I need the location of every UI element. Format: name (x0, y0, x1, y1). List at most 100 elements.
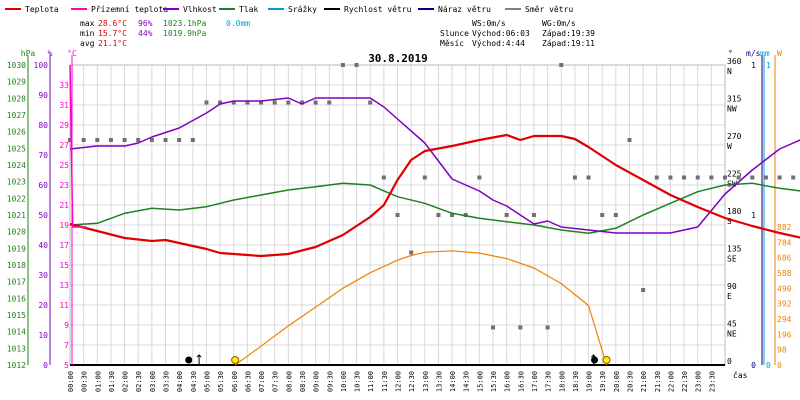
wind-direction-tick-degrees: 90 (727, 282, 737, 291)
stats-min-label: min (80, 29, 95, 38)
sunlight-tick-label: 196 (777, 330, 792, 339)
wind-direction-tick-degrees: 45 (727, 320, 737, 329)
wind-direction-point (422, 175, 427, 180)
x-tick-label: 04:00 (176, 371, 184, 392)
wind-direction-point (204, 100, 209, 105)
rain-unit: mm (760, 49, 770, 58)
wind-direction-point (409, 250, 414, 255)
wind-direction-point (559, 63, 564, 67)
x-tick-label: 10:00 (340, 371, 348, 392)
pressure-line (69, 182, 800, 235)
sunlight-tick-label: 686 (777, 254, 792, 263)
wind-direction-point (313, 100, 318, 105)
temperature-tick-label: 29 (59, 121, 69, 130)
humidity-axis-unit: % (48, 49, 53, 58)
x-tick-label: 19:00 (586, 371, 594, 392)
pressure-tick-label: 1017 (7, 278, 26, 287)
wind-direction-point (723, 175, 727, 180)
stats-temp-min: 15.7°C (98, 29, 127, 38)
x-tick-label: 12:30 (408, 371, 416, 392)
x-tick-label: 14:30 (463, 371, 471, 392)
sunlight-unit: W (777, 49, 782, 58)
x-tick-label: 06:30 (244, 371, 252, 392)
pressure-tick-label: 1019 (7, 244, 26, 253)
wind-direction-point (736, 175, 741, 180)
wind-direction-point (777, 175, 782, 180)
x-tick-label: 17:30 (545, 371, 553, 392)
wind-direction-tick-degrees: 270 (727, 132, 742, 141)
pressure-tick-label: 1024 (7, 161, 26, 170)
moon-label: Měsíc (440, 39, 464, 48)
x-tick-label: 09:00 (313, 371, 321, 392)
stats-rain: 0.0mm (226, 19, 250, 28)
wind-direction-point (95, 138, 100, 142)
humidity-tick-label: 60 (38, 181, 48, 190)
pressure-tick-label: 1025 (7, 144, 26, 153)
sun-rise: Východ:06:03 (472, 29, 530, 38)
chart-series (68, 63, 800, 366)
humidity-tick-label: 50 (38, 211, 48, 220)
temperature-tick-label: 25 (59, 161, 69, 170)
sun-label: Slunce (440, 29, 469, 38)
stats-temp-avg: 21.1°C (98, 39, 127, 48)
x-tick-label: 12:00 (395, 371, 403, 392)
wind-direction-point (668, 175, 673, 180)
pressure-tick-label: 1030 (7, 61, 26, 70)
wind-direction-point (354, 63, 359, 67)
x-tick-label: 01:30 (108, 371, 116, 392)
humidity-tick-label: 30 (38, 271, 48, 280)
x-tick-label: 20:00 (613, 371, 621, 392)
wind-direction-point (340, 63, 345, 67)
wind-direction-point (299, 100, 304, 105)
moon-set: Západ:19:11 (542, 39, 595, 48)
temperature-tick-label: 21 (59, 201, 69, 210)
temperature-tick-label: 13 (59, 281, 69, 290)
wind-direction-tick-compass: S (727, 217, 732, 226)
x-tick-label: 05:30 (217, 371, 225, 392)
x-tick-label: 02:30 (135, 371, 143, 392)
wind-direction-point (245, 100, 250, 105)
wind-direction-point (791, 175, 796, 180)
wind-direction-point (286, 100, 291, 105)
x-tick-label: 07:00 (258, 371, 266, 392)
legend-label: Teplota (25, 5, 59, 14)
x-tick-label: 18:00 (558, 371, 566, 392)
x-tick-label: 11:30 (381, 371, 389, 392)
pressure-tick-label: 1023 (7, 178, 26, 187)
temperature-tick-label: 11 (59, 301, 69, 310)
wind-direction-tick-degrees: 0 (727, 357, 732, 366)
chart-axes: hPa1012101310141015101610171018101910201… (7, 49, 792, 392)
humidity-tick-label: 100 (34, 61, 49, 70)
stats-max-label: max (80, 19, 95, 28)
wind-direction-point (68, 138, 72, 142)
x-tick-label: 13:30 (435, 371, 443, 392)
sun-set: Západ:19:39 (542, 29, 595, 38)
x-tick-label: 19:30 (599, 371, 607, 392)
wind-direction-tick-compass: E (727, 292, 732, 301)
legend-label: Tlak (239, 5, 258, 14)
wind-direction-point (122, 138, 127, 142)
pressure-tick-label: 1014 (7, 328, 26, 337)
ground-temperature-line (69, 64, 87, 228)
wind-direction-point (381, 175, 386, 180)
x-tick-label: 17:00 (531, 371, 539, 392)
temperature-line (69, 133, 800, 258)
x-tick-label: 08:00 (285, 371, 293, 392)
x-tick-label: 23:00 (695, 371, 703, 392)
wind-direction-point (572, 175, 577, 180)
legend-label: Náraz větru (438, 5, 491, 14)
sunlight-tick-label: 392 (777, 300, 792, 309)
wind-direction-point (395, 213, 400, 217)
wind-direction-unit: ° (728, 49, 733, 58)
sunlight-tick-label: 0 (777, 361, 782, 370)
temperature-tick-label: 27 (59, 141, 69, 150)
wind-direction-tick-compass: N (727, 67, 732, 76)
info-panel: max 28.6°C 96% 1023.1hPa 0.0mm min 15.7°… (80, 19, 595, 48)
sunlight-tick-label: 490 (777, 284, 792, 293)
wind-direction-point (504, 213, 509, 217)
wind-direction-point (695, 175, 700, 180)
x-tick-label: 23:30 (708, 371, 716, 392)
pressure-tick-label: 1022 (7, 194, 26, 203)
sunlight-tick-label: 784 (777, 238, 792, 247)
